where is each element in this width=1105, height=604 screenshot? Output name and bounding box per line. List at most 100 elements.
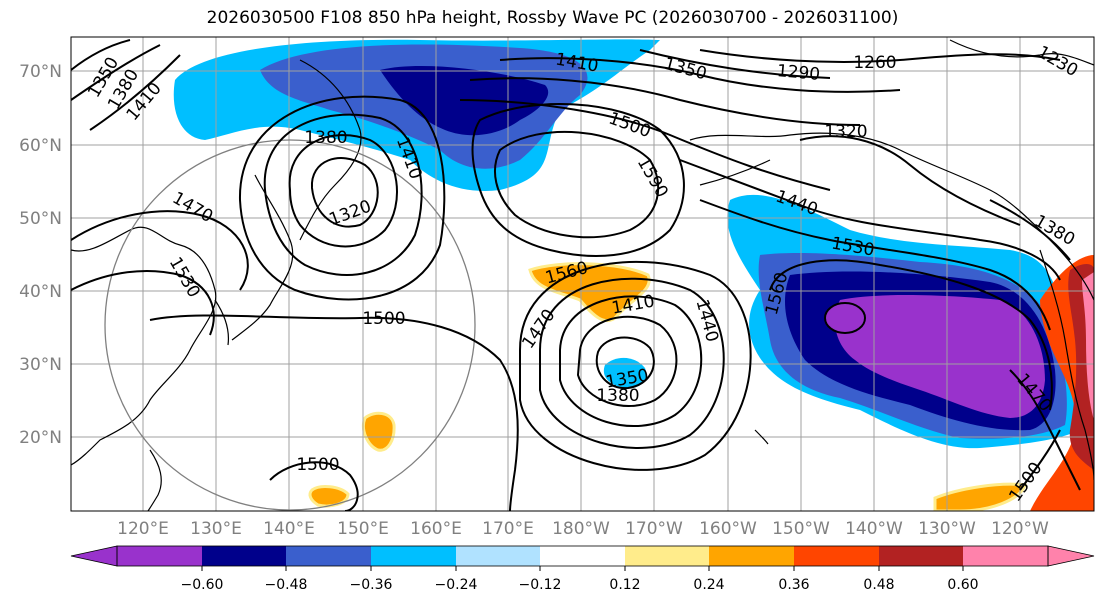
contour-1500-north [459,99,831,191]
colorbar-segments [117,546,1048,566]
colorbar-segment [879,546,963,566]
contour-1560-east [769,259,1053,411]
colorbar-extend-right [1047,545,1095,567]
contour-1350-northwest [71,39,131,71]
colorbar-tick-label: 0.60 [947,577,978,593]
colorbar-tick-label: 0.48 [863,577,894,593]
lat-label: 70°N [19,62,62,82]
colorbar-segment [963,546,1048,566]
lon-label: 180°W [552,519,610,539]
coastline-hawaii [754,429,769,445]
colorbar-segment [371,546,456,566]
lat-label: 40°N [19,282,62,302]
contour-1470-east [1009,369,1081,491]
coastline-aleutians [699,159,771,186]
colorbar-tick-label: −0.60 [181,577,224,593]
contour-ring-low-central-3 [559,295,703,428]
positive-anomaly-central [528,262,651,323]
graticule [71,37,1094,511]
colorbar-tick-label: 0.24 [693,577,724,593]
colorbar-tick-label: 0.36 [778,577,809,593]
lon-label: 150°E [337,519,389,539]
contour-label: 1500 [296,455,339,475]
anomaly-shading [173,39,1094,511]
contour-1290-north [639,49,831,79]
colorbar-tick-label: −0.48 [265,577,308,593]
contour-1440-east [679,159,1061,281]
lon-label: 130°E [190,519,242,539]
lon-label: 160°W [699,519,757,539]
contour-ring-low-central-4 [539,277,725,449]
contour-1410-northwest [89,54,181,131]
contour-label: 1320 [824,122,867,142]
colorbar-segment [202,546,286,566]
contour-1410-north [469,77,861,126]
height-contours [71,39,1081,511]
colorbar-segment [625,546,709,566]
latitude-labels: 70°N 60°N 50°N 40°N 30°N 20°N [19,62,62,448]
contour-label: 1380 [596,386,639,406]
contour-1500-south [149,314,519,511]
contour-1530-west [71,269,215,336]
contour-ridge-1500-north [471,103,685,257]
map-frame [70,36,1095,512]
contour-1530-east [699,199,1051,331]
lat-label: 20°N [19,428,62,448]
positive-anomaly-southeast [933,482,1028,511]
lon-label: 150°W [772,519,830,539]
positive-anomaly-east-coast-strongest [1082,272,1094,420]
lon-label: 170°E [482,519,534,539]
contour-label: 1260 [853,53,896,73]
negative-anomaly-small [603,357,647,389]
longitude-labels: 120°E 130°E 140°E 150°E 160°E 170°E 180°… [117,519,1049,539]
contour-1380-east [989,199,1071,261]
lon-label: 140°E [263,519,315,539]
contour-ring-low-central-1 [595,336,655,390]
colorbar-frame [116,545,1049,567]
lon-label: 120°E [117,519,169,539]
negative-anomaly-center [824,302,866,334]
colorbar-tick-label: −0.24 [435,577,478,593]
contour-1500-southwest [269,461,359,511]
colorbar-tick-label: 0.12 [609,577,640,593]
colorbar-segment [794,546,879,566]
contour-1500-east [1019,429,1061,491]
negative-anomaly-east-strongest [835,295,1045,418]
colorbar-segment [117,546,202,566]
colorbar-extend-left [70,545,118,567]
coastline-kamchatka [299,59,362,241]
contour-ring-low-west-3 [263,113,423,276]
colorbar-ticks: −0.60 −0.48 −0.36 −0.24 −0.12 0.12 0.24 0.36 0.4… [181,566,979,593]
coastline-korea-japan [214,174,294,346]
map-title: 2026030500 F108 850 hPa height, Rossby W… [206,8,899,28]
contour-1260-north [699,49,1061,63]
contour-ring-low-west-1 [310,157,379,228]
colorbar-tick-label: −0.12 [519,577,562,593]
lat-label: 50°N [19,209,62,229]
colorbar-segment [709,546,794,566]
contour-ring-low-central-2 [576,315,678,407]
colorbar: −0.60 −0.48 −0.36 −0.24 −0.12 0.12 0.24 0.36 0.4… [70,545,1095,593]
lon-label: 130°W [918,519,976,539]
contour-label: 1380 [304,128,347,148]
colorbar-tick-label: −0.36 [350,577,393,593]
contour-1350-north [499,57,901,93]
coastline-north-america [1039,249,1094,481]
contour-label: 1290 [776,61,821,85]
lon-label: 140°W [845,519,903,539]
lat-label: 30°N [19,355,62,375]
contour-ring-low-west-2 [288,134,398,248]
contour-1470-west [71,210,249,291]
reference-circle [104,139,476,511]
contour-ring-low-central-5 [519,260,752,471]
coastline-asia [71,226,217,466]
contour-label: 1500 [362,309,405,329]
contour-ridge-1590-north [494,130,660,239]
contour-ring-low-west-4 [238,95,446,301]
contour-1320-east [799,135,1021,226]
coastline-philippines [147,449,162,511]
lon-label: 120°W [991,519,1049,539]
colorbar-segment [456,546,540,566]
lat-label: 60°N [19,136,62,156]
